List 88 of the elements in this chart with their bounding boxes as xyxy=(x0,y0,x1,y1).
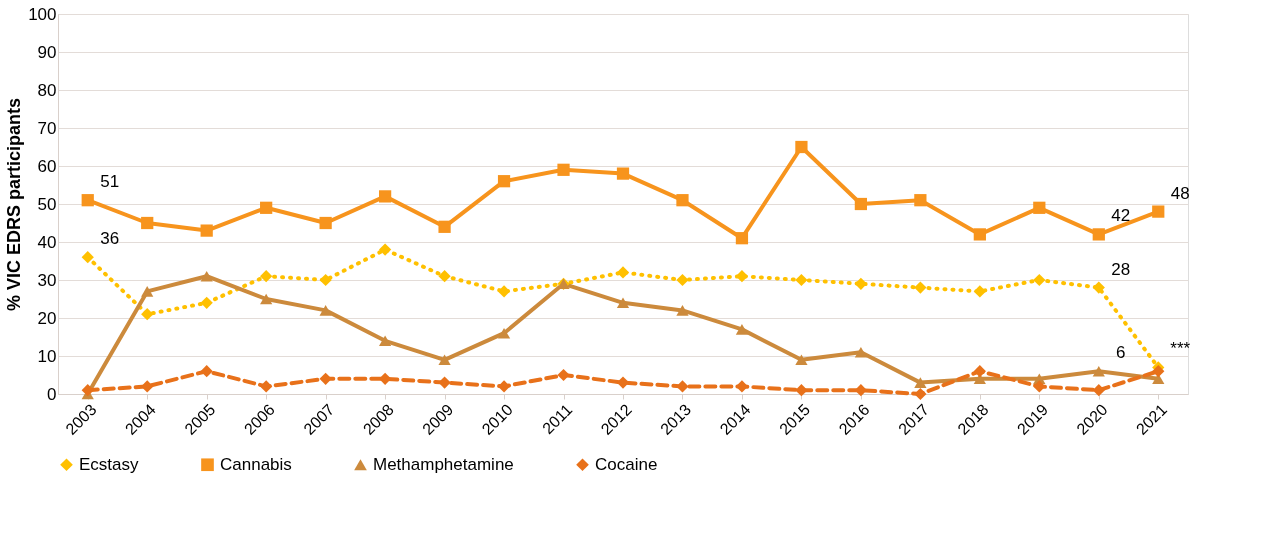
point xyxy=(497,285,511,298)
point xyxy=(260,293,273,305)
point xyxy=(973,228,986,241)
point xyxy=(319,372,332,385)
point xyxy=(973,285,986,298)
point xyxy=(616,266,630,279)
point xyxy=(260,380,273,393)
point xyxy=(438,354,451,366)
y-tick-label: 20 xyxy=(37,308,57,328)
point xyxy=(735,270,749,283)
point xyxy=(1033,273,1046,287)
point xyxy=(616,297,630,309)
y-tick-label: 60 xyxy=(37,156,57,176)
y-tick-label: 70 xyxy=(37,118,57,138)
point xyxy=(1152,205,1165,218)
data-label: *** xyxy=(1170,339,1191,359)
point xyxy=(497,327,511,339)
point xyxy=(141,380,154,393)
point xyxy=(914,377,927,388)
point xyxy=(81,384,94,397)
point xyxy=(676,305,689,316)
point xyxy=(200,224,213,237)
y-tick-label: 80 xyxy=(37,80,57,100)
point xyxy=(378,190,392,203)
point xyxy=(497,175,511,188)
point xyxy=(438,220,451,233)
point xyxy=(914,194,927,207)
point xyxy=(795,273,808,287)
point xyxy=(319,273,332,287)
point xyxy=(141,216,154,230)
y-tick-label: 0 xyxy=(47,384,57,404)
legend-label: Ecstasy xyxy=(79,454,140,474)
point xyxy=(854,197,868,211)
y-tick-label: 40 xyxy=(37,232,57,252)
point xyxy=(973,365,986,378)
point xyxy=(557,163,570,176)
point xyxy=(914,387,927,401)
data-label: 48 xyxy=(1170,183,1190,203)
point xyxy=(735,232,749,245)
point xyxy=(854,384,868,397)
data-label: 28 xyxy=(1111,259,1131,279)
point xyxy=(1092,365,1105,377)
point xyxy=(378,243,392,256)
y-tick-label: 100 xyxy=(28,4,57,24)
point xyxy=(795,140,808,154)
point xyxy=(914,281,927,294)
point xyxy=(497,380,511,393)
point xyxy=(200,296,213,309)
point xyxy=(141,286,154,297)
data-label: 6 xyxy=(1116,343,1126,363)
point xyxy=(141,308,154,321)
data-label: 51 xyxy=(100,172,120,192)
point xyxy=(1092,384,1105,397)
point xyxy=(735,324,749,335)
point xyxy=(438,270,451,283)
point xyxy=(260,201,273,214)
legend-label: Cannabis xyxy=(220,454,292,474)
legend-label: Methamphetamine xyxy=(373,454,514,474)
point xyxy=(854,346,868,358)
point xyxy=(557,368,570,382)
data-label: 36 xyxy=(100,229,120,249)
point xyxy=(378,335,392,347)
point xyxy=(260,270,273,283)
point xyxy=(81,194,94,207)
point xyxy=(676,273,689,287)
point xyxy=(200,270,213,282)
legend-label: Cocaine xyxy=(595,454,658,474)
point xyxy=(616,376,630,389)
point xyxy=(81,251,94,264)
point xyxy=(1152,365,1165,378)
data-label: 42 xyxy=(1111,206,1131,226)
point xyxy=(676,194,689,207)
point xyxy=(795,354,808,366)
point xyxy=(735,380,749,393)
y-tick-label: 10 xyxy=(37,346,57,366)
y-tick-label: 90 xyxy=(37,42,57,62)
point xyxy=(1033,201,1046,214)
y-axis-title: % VIC EDRS participants xyxy=(4,97,25,312)
y-tick-label: 30 xyxy=(37,270,57,290)
point xyxy=(854,277,868,290)
point xyxy=(319,305,332,316)
point xyxy=(200,365,213,378)
y-tick-label: 50 xyxy=(37,194,57,214)
point xyxy=(319,216,332,230)
point xyxy=(616,167,630,180)
point xyxy=(1092,281,1105,294)
point xyxy=(1092,228,1105,241)
point xyxy=(378,372,392,385)
